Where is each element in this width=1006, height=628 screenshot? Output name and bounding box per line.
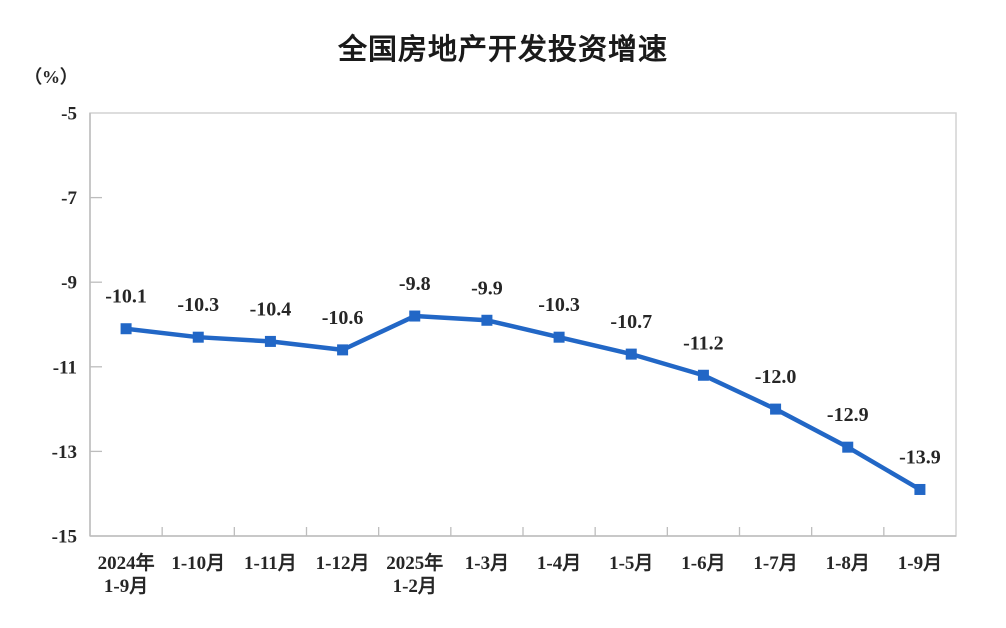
data-point-label: -10.6: [322, 307, 364, 329]
y-tick-label: -15: [52, 527, 77, 548]
data-point-label: -13.9: [899, 446, 941, 468]
x-category-label: 1-4月: [537, 553, 581, 574]
data-point-label: -12.0: [755, 366, 797, 388]
y-tick-label: -9: [61, 273, 77, 294]
x-category-label: 1-7月: [753, 553, 797, 574]
data-point-label: -11.2: [683, 332, 724, 354]
chart-title: 全国房地产开发投资增速: [337, 34, 668, 66]
data-point-label: -9.8: [399, 273, 431, 295]
x-category-label: 2024年 1-9月: [98, 551, 155, 597]
data-point-label: -10.3: [177, 294, 219, 316]
data-point-marker: [842, 441, 854, 453]
data-point-marker: [192, 331, 204, 343]
data-point-label: -10.7: [610, 311, 652, 333]
y-tick-label: -11: [53, 357, 77, 378]
plot-border: [89, 112, 957, 537]
x-category-label: 1-10月: [171, 553, 225, 574]
data-point-label: -12.9: [827, 404, 869, 426]
data-point-label: -10.1: [105, 286, 147, 308]
data-point-marker: [914, 483, 926, 495]
data-point-label: -9.9: [471, 277, 503, 299]
x-category-label: 1-5月: [609, 553, 653, 574]
data-point-label: -10.4: [250, 298, 292, 320]
y-tick-label: -5: [61, 104, 77, 125]
data-point-marker: [481, 314, 493, 326]
data-point-marker: [770, 403, 782, 415]
data-point-marker: [264, 335, 276, 347]
y-tick-label: -13: [52, 442, 77, 463]
x-category-label: 2025年 1-2月: [386, 551, 443, 597]
data-point-marker: [697, 369, 709, 381]
data-point-marker: [625, 348, 637, 360]
x-category-label: 1-3月: [465, 553, 509, 574]
y-tick-label: -7: [61, 188, 77, 209]
x-category-label: 1-12月: [316, 553, 370, 574]
data-point-label: -10.3: [538, 294, 580, 316]
data-point-marker: [553, 331, 565, 343]
data-point-marker: [337, 344, 349, 356]
x-category-label: 1-9月: [898, 553, 942, 574]
x-category-label: 1-6月: [681, 553, 725, 574]
series-line: [123, 313, 923, 492]
data-point-marker: [120, 323, 132, 335]
x-category-label: 1-11月: [244, 553, 297, 574]
y-axis-unit-label: （%）: [24, 67, 78, 87]
x-category-label: 1-8月: [826, 553, 870, 574]
data-point-marker: [409, 310, 421, 322]
